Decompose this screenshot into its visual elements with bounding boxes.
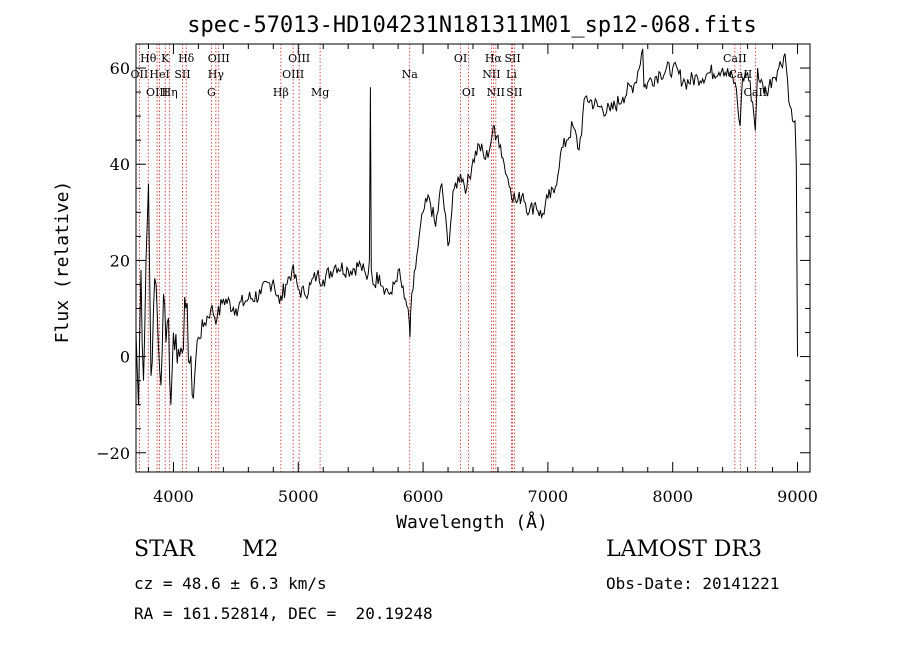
line-label: NII	[482, 68, 500, 81]
line-label: OIII	[288, 52, 310, 65]
line-label: OIII	[208, 52, 230, 65]
line-label: K	[161, 52, 170, 65]
ra-dec-coordinates: RA = 161.52814, DEC = 20.19248	[134, 604, 433, 623]
line-label: CaII	[729, 68, 753, 81]
line-label: OI	[462, 86, 475, 99]
line-label: CaII	[743, 86, 767, 99]
x-tick-label: 4000	[153, 487, 194, 506]
y-tick-label: 0	[120, 348, 130, 367]
x-tick-label: 5000	[278, 487, 319, 506]
line-label: OIII	[146, 86, 168, 99]
line-label: OII	[131, 68, 149, 81]
x-tick-label: 8000	[652, 487, 693, 506]
x-tick-label: 7000	[528, 487, 569, 506]
line-label: Hδ	[178, 52, 195, 65]
line-label: CaII	[723, 52, 747, 65]
line-label: SII	[504, 52, 520, 65]
x-axis-label: Wavelength (Å)	[396, 511, 548, 533]
line-label: SII	[506, 86, 522, 99]
line-markers	[138, 44, 756, 472]
x-axis: 4000 5000 6000 7000 8000 9000	[147, 44, 818, 506]
object-subclass: M2	[242, 537, 279, 562]
line-label: Hθ	[140, 52, 157, 65]
object-type: STAR	[134, 537, 195, 562]
line-label: OI	[454, 52, 467, 65]
y-axis: −20 0 20 40 60	[96, 59, 810, 463]
line-label: Mg	[311, 86, 329, 99]
line-label: Hη	[162, 86, 178, 99]
survey-name: LAMOST DR3	[606, 537, 762, 562]
line-label: NII	[487, 86, 505, 99]
spectrum-line	[135, 48, 798, 405]
redshift-velocity: cz = 48.6 ± 6.3 km/s	[134, 574, 327, 593]
x-tick-label: 9000	[777, 487, 818, 506]
line-label: G	[207, 86, 216, 99]
line-label: SII	[174, 68, 190, 81]
y-tick-label: 40	[110, 155, 130, 174]
x-tick-label: 6000	[403, 487, 444, 506]
y-axis-label: Flux (relative)	[52, 181, 73, 344]
line-label: HeI	[149, 68, 169, 81]
line-label: Hα	[485, 52, 503, 65]
observation-date: Obs-Date: 20141221	[606, 574, 780, 593]
line-label: Li	[506, 68, 517, 81]
y-tick-label: 20	[110, 251, 130, 270]
line-label: Hβ	[273, 86, 289, 99]
plot-frame	[135, 43, 811, 473]
y-tick-label: 60	[110, 59, 130, 78]
line-label: Na	[402, 68, 419, 81]
chart-title: spec-57013-HD104231N181311M01_sp12-068.f…	[187, 13, 757, 38]
line-label: Hγ	[208, 68, 225, 81]
line-label: OIII	[282, 68, 304, 81]
y-tick-label: −20	[96, 444, 130, 463]
